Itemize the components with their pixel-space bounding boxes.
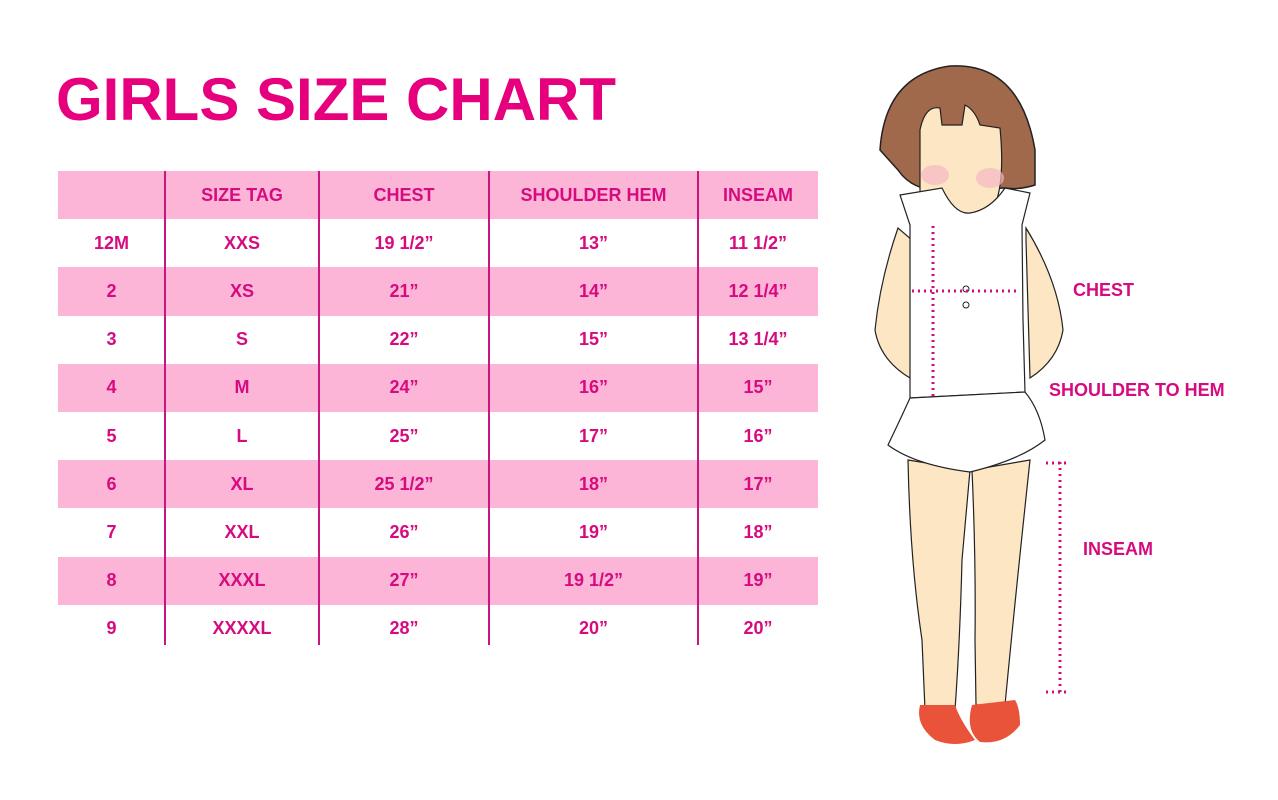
column-divider: [318, 171, 320, 645]
table-cell: 26”: [389, 521, 419, 542]
chest-label: CHEST: [1073, 280, 1135, 300]
table-cell: 15”: [743, 377, 773, 398]
table-cell: 2: [106, 280, 117, 301]
table-cell: 15”: [578, 329, 609, 350]
table-cell: 19 1/2”: [563, 570, 624, 591]
table-cell: 21”: [389, 280, 419, 301]
table-cell: 7: [106, 521, 117, 542]
table-header: SIZE TAG CHEST SHOULDER HEM INSEAM: [58, 171, 818, 220]
table-cell: 9: [106, 618, 117, 639]
inseam-label: INSEAM: [1083, 539, 1154, 559]
table-cell: 27”: [389, 570, 419, 591]
table-cell: 20”: [743, 618, 773, 639]
table-cell: 28”: [389, 618, 419, 639]
table-cell: XXXXL: [212, 618, 272, 639]
table-cell: XS: [229, 280, 254, 301]
table-cell: 18”: [578, 473, 609, 494]
table-cell: 13”: [578, 232, 609, 253]
header-cell: SIZE TAG: [201, 184, 283, 205]
table-row: 4 M 24” 16” 15”: [58, 363, 818, 412]
table-cell: 14”: [578, 280, 609, 301]
table-cell: XL: [230, 473, 254, 494]
table-cell: 25”: [389, 425, 419, 446]
table-row: 5 L 25” 17” 16”: [58, 412, 818, 460]
table-row: 2 XS 21” 14” 12 1/4”: [58, 267, 818, 316]
table-cell: 19”: [578, 521, 609, 542]
column-divider: [488, 171, 490, 645]
table-row: 7 XXL 26” 19” 18”: [58, 508, 818, 556]
table-cell: 18”: [743, 521, 773, 542]
table-cell: XXL: [224, 521, 260, 542]
table-cell: S: [235, 329, 248, 350]
table-cell: 13 1/4”: [728, 329, 788, 350]
size-table: SIZE TAG CHEST SHOULDER HEM INSEAM 12M XX…: [58, 171, 818, 653]
table-cell: L: [236, 425, 248, 446]
table-row: 3 S 22” 15” 13 1/4”: [58, 316, 818, 364]
table-cell: XXXL: [218, 570, 266, 591]
table-row: 12M XXS 19 1/2” 13” 11 1/2”: [58, 219, 818, 267]
header-cell: SHOULDER HEM: [520, 184, 667, 205]
table-cell: 20”: [578, 618, 609, 639]
table-cell: 6: [106, 473, 117, 494]
table-cell: 16”: [578, 377, 609, 398]
header-cell: CHEST: [373, 184, 435, 205]
table-row: 6 XL 25 1/2” 18” 17”: [58, 460, 818, 509]
table-cell: 19”: [743, 570, 773, 591]
table-cell: 24”: [389, 377, 419, 398]
page-title: GIRLS SIZE CHART: [56, 66, 617, 133]
column-divider: [164, 171, 166, 645]
table-row: 8 XXXL 27” 19 1/2” 19”: [58, 556, 818, 605]
table-cell: 5: [106, 425, 117, 446]
table-row: 9 XXXXL 28” 20” 20”: [58, 605, 818, 653]
table-cell: 8: [106, 570, 117, 591]
table-cell: 25 1/2”: [374, 473, 434, 494]
table-cell: 17”: [578, 425, 609, 446]
table-cell: M: [234, 377, 250, 398]
shoulder-to-hem-label: SHOULDER TO HEM: [1049, 380, 1225, 400]
table-cell: 17”: [743, 473, 773, 494]
table-cell: 19 1/2”: [374, 232, 434, 253]
table-cell: XXS: [223, 232, 261, 253]
table-cell: 3: [106, 329, 117, 350]
table-cell: 12M: [93, 232, 129, 253]
table-cell: 12 1/4”: [728, 280, 788, 301]
table-cell: 11 1/2”: [728, 232, 788, 253]
column-divider: [697, 171, 699, 645]
table-cell: 22”: [389, 329, 419, 350]
table-cell: 16”: [743, 425, 773, 446]
header-cell: INSEAM: [722, 184, 793, 205]
table-cell: 4: [106, 377, 117, 398]
